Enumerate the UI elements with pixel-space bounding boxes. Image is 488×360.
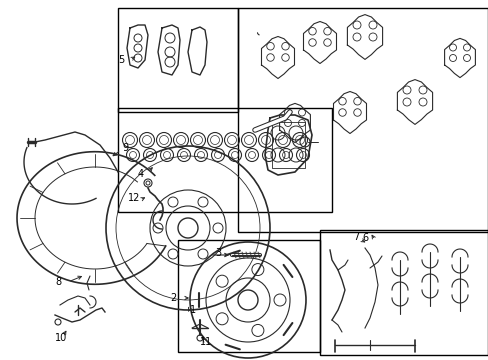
Text: 6: 6	[361, 233, 367, 243]
Text: 3: 3	[215, 248, 221, 258]
Text: 10: 10	[55, 333, 67, 343]
Text: 1: 1	[190, 305, 196, 315]
Bar	[118, 8, 238, 112]
Text: 11: 11	[200, 337, 212, 347]
Text: 7: 7	[352, 232, 359, 242]
Bar	[319, 230, 487, 355]
Text: 12: 12	[128, 193, 140, 203]
Bar	[118, 108, 331, 212]
Bar	[178, 240, 319, 352]
Text: 2: 2	[170, 293, 176, 303]
Text: 9: 9	[122, 143, 128, 153]
Text: 5: 5	[118, 55, 124, 65]
Text: 4: 4	[138, 169, 144, 179]
Bar	[238, 8, 487, 232]
Text: 8: 8	[55, 277, 61, 287]
